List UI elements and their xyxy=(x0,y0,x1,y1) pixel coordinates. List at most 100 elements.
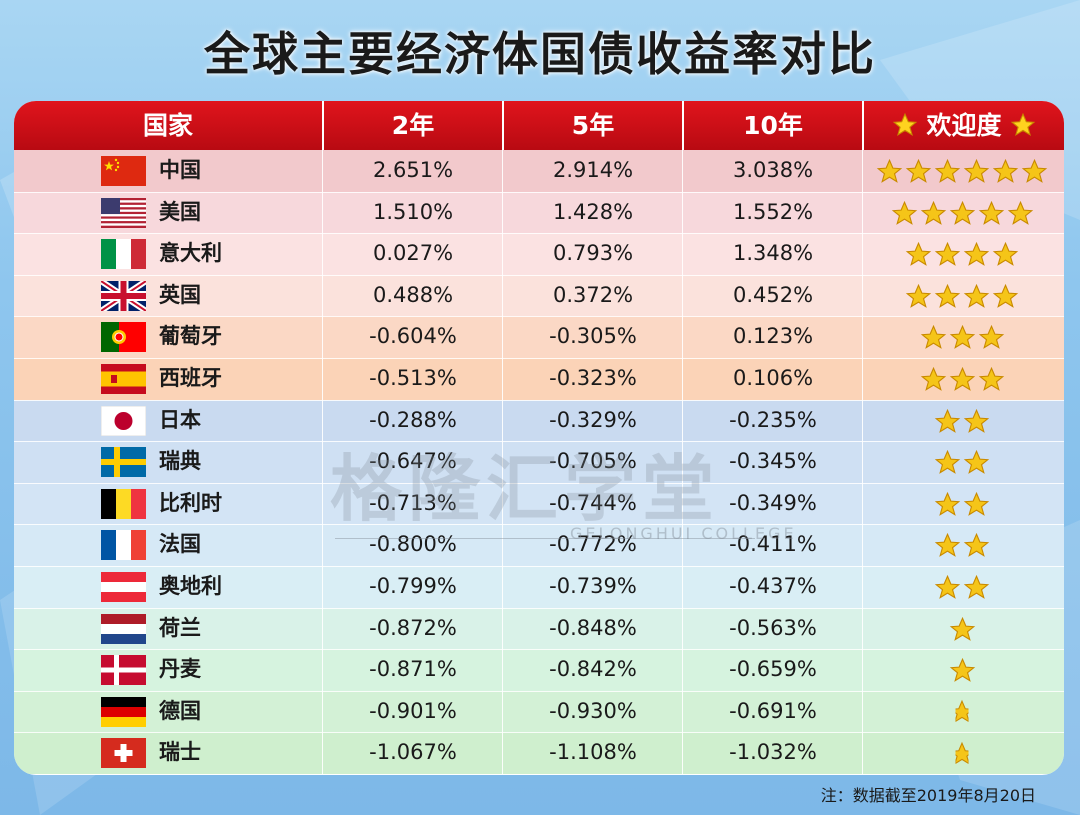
row-divider xyxy=(14,607,1064,609)
country-name: 英国 xyxy=(159,282,201,307)
switzerland-flag-icon xyxy=(101,738,146,769)
star-icon xyxy=(920,200,946,225)
yield-5y: -0.842% xyxy=(549,657,637,682)
star-icon xyxy=(949,200,975,225)
star-icon xyxy=(1010,112,1036,136)
popularity-stars xyxy=(866,441,1058,483)
popularity-stars xyxy=(866,691,1058,733)
footnote: 注：数据截至2019年8月20日 xyxy=(820,786,1036,805)
table-row: 荷兰 -0.872% -0.848% -0.563% xyxy=(14,607,1064,650)
popularity-stars xyxy=(866,608,1058,650)
popularity-stars xyxy=(866,192,1058,234)
table-row: 奥地利 -0.799% -0.739% -0.437% xyxy=(14,566,1064,608)
star-icon xyxy=(963,242,990,267)
uk-flag-icon xyxy=(101,280,146,311)
star-icon xyxy=(891,200,917,225)
star-icon xyxy=(963,491,990,516)
yield-5y: 1.428% xyxy=(552,199,634,224)
belgium-flag-icon xyxy=(101,488,146,519)
row-divider xyxy=(14,316,1064,318)
yield-5y: 0.372% xyxy=(552,282,634,307)
table-row: 日本 -0.288% -0.329% -0.235% xyxy=(14,399,1064,442)
header-country: 国家 xyxy=(142,111,193,140)
yield-2y: -0.604% xyxy=(369,324,457,349)
yield-2y: -0.713% xyxy=(369,490,457,515)
popularity-stars xyxy=(866,358,1058,400)
yield-5y: -0.329% xyxy=(549,407,637,432)
star-icon xyxy=(963,574,990,599)
portugal-flag-icon xyxy=(101,322,146,353)
popularity-stars xyxy=(866,233,1058,275)
yield-10y: -0.691% xyxy=(729,698,817,723)
star-icon xyxy=(992,158,1019,183)
star-icon xyxy=(949,325,975,350)
table-row: 葡萄牙 -0.604% -0.305% 0.123% xyxy=(14,316,1064,358)
yield-10y: -0.411% xyxy=(729,532,817,557)
star-icon xyxy=(963,533,990,558)
column-divider xyxy=(322,150,323,774)
star-icon xyxy=(892,112,917,136)
yield-5y: 0.793% xyxy=(552,241,634,266)
yield-10y: -0.437% xyxy=(729,574,817,598)
table-row: 美国 1.510% 1.428% 1.552% xyxy=(14,191,1064,234)
row-divider xyxy=(14,358,1064,359)
popularity-stars xyxy=(866,566,1058,608)
star-icon xyxy=(963,158,990,183)
star-icon xyxy=(1021,158,1048,183)
half-star-icon xyxy=(955,700,969,723)
row-divider xyxy=(14,732,1064,734)
popularity-stars xyxy=(866,524,1058,566)
header-2y: 2年 xyxy=(391,111,435,140)
table-header: 国家 2年 5年 10年 欢迎度 xyxy=(14,101,1064,150)
yield-2y: -0.871% xyxy=(369,657,457,682)
star-icon xyxy=(934,283,961,308)
france-flag-icon xyxy=(101,530,146,561)
yield-5y: -0.739% xyxy=(549,574,637,598)
yield-2y: 0.488% xyxy=(372,282,454,307)
table-row: 意大利 0.027% 0.793% 1.348% xyxy=(14,233,1064,275)
star-icon xyxy=(920,325,946,350)
star-icon xyxy=(905,158,932,183)
star-icon xyxy=(934,158,961,183)
country-name: 西班牙 xyxy=(159,366,222,390)
yield-2y: -0.901% xyxy=(369,698,457,723)
country-name: 瑞士 xyxy=(159,740,201,765)
star-icon xyxy=(978,366,1004,391)
star-icon xyxy=(963,450,990,475)
country-name: 意大利 xyxy=(159,241,222,266)
page-title: 全球主要经济体国债收益率对比 xyxy=(204,27,876,81)
yield-5y: -0.744% xyxy=(549,490,637,515)
popularity-stars xyxy=(866,150,1058,192)
table-row: 瑞士 -1.067% -1.108% -1.032% xyxy=(14,732,1064,774)
country-name: 瑞典 xyxy=(159,449,201,474)
star-icon xyxy=(905,242,932,267)
sweden-flag-icon xyxy=(101,447,146,478)
yield-10y: 3.038% xyxy=(732,158,814,182)
yield-10y: -0.563% xyxy=(729,615,817,640)
popularity-stars xyxy=(866,732,1058,774)
star-icon xyxy=(934,491,961,516)
germany-flag-icon xyxy=(101,696,146,727)
yield-5y: -0.305% xyxy=(549,324,637,349)
yield-2y: -0.513% xyxy=(369,366,457,390)
popularity-stars xyxy=(866,649,1058,691)
column-divider xyxy=(862,150,863,774)
row-divider xyxy=(14,399,1064,401)
yield-5y: -0.323% xyxy=(549,366,637,390)
yield-2y: -0.647% xyxy=(369,449,457,474)
country-name: 法国 xyxy=(159,532,201,557)
star-icon xyxy=(963,283,990,308)
yield-5y: -0.930% xyxy=(549,698,637,723)
popularity-stars xyxy=(866,316,1058,358)
row-divider xyxy=(14,524,1064,526)
yield-10y: 0.106% xyxy=(732,366,814,390)
table-row: 德国 -0.901% -0.930% -0.691% xyxy=(14,690,1064,733)
header-popularity: 欢迎度 xyxy=(864,101,1064,150)
country-name: 比利时 xyxy=(159,490,222,515)
yield-2y: -1.067% xyxy=(369,740,457,765)
yield-10y: -1.032% xyxy=(729,740,817,765)
yield-5y: -0.848% xyxy=(549,615,637,640)
row-divider xyxy=(14,566,1064,567)
denmark-flag-icon xyxy=(101,655,146,686)
yield-5y: -1.108% xyxy=(549,740,637,765)
